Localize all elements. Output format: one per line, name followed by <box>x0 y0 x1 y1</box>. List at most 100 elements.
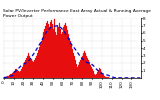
Bar <box>15 69 16 78</box>
Bar <box>52 24 53 78</box>
Bar <box>28 53 29 78</box>
Bar <box>72 49 73 78</box>
Bar <box>81 58 82 78</box>
Bar <box>80 60 81 78</box>
Bar <box>59 22 60 78</box>
Bar <box>54 19 55 78</box>
Bar <box>95 75 96 78</box>
Bar <box>75 60 76 78</box>
Bar <box>97 72 98 78</box>
Bar <box>17 70 18 78</box>
Bar <box>13 72 14 78</box>
Bar <box>79 62 80 78</box>
Bar <box>6 77 7 78</box>
Bar <box>42 38 43 78</box>
Bar <box>10 74 11 78</box>
Bar <box>33 62 34 78</box>
Bar <box>22 67 23 78</box>
Bar <box>77 67 78 78</box>
Bar <box>76 64 77 78</box>
Bar <box>65 23 66 78</box>
Bar <box>58 27 59 78</box>
Bar <box>102 74 104 78</box>
Bar <box>71 45 72 78</box>
Bar <box>24 62 25 78</box>
Bar <box>84 51 85 78</box>
Bar <box>18 71 19 78</box>
Bar <box>49 27 50 78</box>
Bar <box>38 50 39 78</box>
Bar <box>64 25 65 78</box>
Bar <box>43 34 44 78</box>
Bar <box>70 41 71 78</box>
Bar <box>96 74 97 78</box>
Bar <box>93 71 94 78</box>
Bar <box>9 75 10 78</box>
Bar <box>83 53 84 78</box>
Bar <box>20 70 21 78</box>
Bar <box>94 74 95 78</box>
Bar <box>82 56 83 78</box>
Bar <box>69 38 70 78</box>
Bar <box>99 68 100 78</box>
Bar <box>37 52 38 78</box>
Bar <box>50 22 51 78</box>
Bar <box>5 77 6 78</box>
Bar <box>62 32 63 78</box>
Bar <box>85 53 86 78</box>
Bar <box>25 60 26 78</box>
Bar <box>46 22 47 78</box>
Bar <box>44 28 45 78</box>
Bar <box>45 26 46 78</box>
Bar <box>73 52 74 78</box>
Bar <box>101 72 102 78</box>
Bar <box>92 69 93 78</box>
Bar <box>68 34 69 78</box>
Bar <box>87 58 88 78</box>
Bar <box>63 27 64 78</box>
Bar <box>57 25 58 78</box>
Bar <box>100 70 101 78</box>
Bar <box>90 64 91 78</box>
Bar <box>47 21 48 78</box>
Bar <box>108 77 109 78</box>
Bar <box>53 29 54 78</box>
Bar <box>35 58 36 78</box>
Bar <box>29 56 30 78</box>
Bar <box>31 59 32 78</box>
Bar <box>39 46 40 78</box>
Bar <box>78 64 79 78</box>
Bar <box>48 24 49 78</box>
Bar <box>56 34 57 78</box>
Bar <box>23 64 24 78</box>
Bar <box>55 32 56 78</box>
Bar <box>32 61 33 78</box>
Bar <box>105 76 106 78</box>
Bar <box>61 34 62 78</box>
Bar <box>4 77 5 78</box>
Bar <box>19 72 20 78</box>
Bar <box>36 56 37 78</box>
Bar <box>12 73 13 78</box>
Bar <box>89 62 90 78</box>
Bar <box>60 29 61 78</box>
Bar <box>66 26 67 78</box>
Bar <box>40 40 42 78</box>
Text: Solar PV/Inverter Performance East Array Actual & Running Average Power Output: Solar PV/Inverter Performance East Array… <box>3 9 151 18</box>
Bar <box>74 56 75 78</box>
Bar <box>67 30 68 78</box>
Bar <box>88 60 89 78</box>
Bar <box>27 56 28 78</box>
Bar <box>98 70 99 78</box>
Bar <box>30 58 31 78</box>
Bar <box>14 70 15 78</box>
Bar <box>107 77 108 78</box>
Bar <box>7 76 8 78</box>
Bar <box>104 76 105 78</box>
Bar <box>34 60 35 78</box>
Bar <box>106 77 107 78</box>
Bar <box>51 20 52 78</box>
Bar <box>86 56 87 78</box>
Bar <box>91 67 92 78</box>
Bar <box>8 76 9 78</box>
